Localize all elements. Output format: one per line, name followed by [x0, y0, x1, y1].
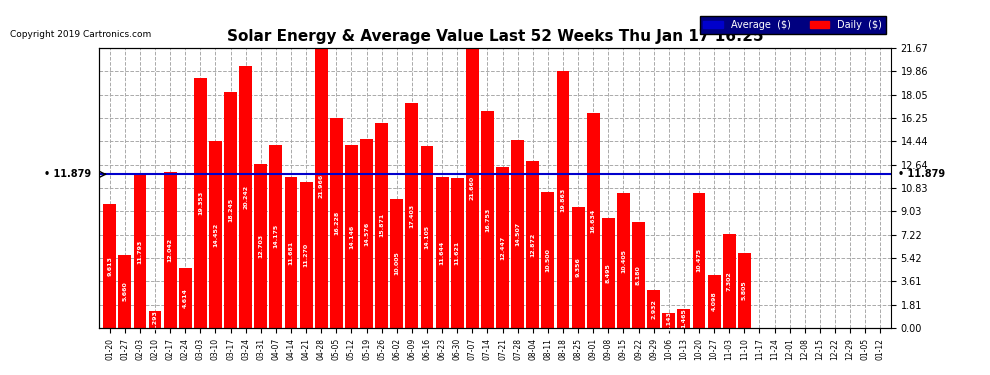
Text: 12.872: 12.872: [531, 232, 536, 257]
Bar: [466, 48, 479, 328]
Bar: [300, 182, 313, 328]
Text: 5.660: 5.660: [123, 282, 128, 301]
Bar: [450, 178, 463, 328]
Text: 4.098: 4.098: [712, 292, 717, 311]
Bar: [390, 199, 403, 328]
Text: 14.105: 14.105: [425, 225, 430, 249]
Bar: [542, 192, 554, 328]
Text: 14.576: 14.576: [364, 222, 369, 246]
Text: 14.507: 14.507: [515, 222, 520, 246]
Text: 5.805: 5.805: [742, 280, 746, 300]
Text: 10.500: 10.500: [545, 248, 550, 272]
Title: Solar Energy & Average Value Last 52 Weeks Thu Jan 17 16:25: Solar Energy & Average Value Last 52 Wee…: [227, 29, 763, 44]
Bar: [662, 313, 675, 328]
Text: 10.475: 10.475: [697, 248, 702, 272]
Bar: [119, 255, 132, 328]
Bar: [481, 111, 494, 328]
Bar: [254, 164, 267, 328]
Text: 19.353: 19.353: [198, 191, 203, 215]
Text: 12.447: 12.447: [500, 236, 505, 260]
Bar: [163, 172, 176, 328]
Bar: [179, 268, 192, 328]
Text: 17.403: 17.403: [410, 203, 415, 228]
Bar: [708, 275, 721, 328]
Text: 21.966: 21.966: [319, 174, 324, 198]
Bar: [587, 113, 600, 328]
Bar: [134, 176, 147, 328]
Text: 18.245: 18.245: [228, 198, 233, 222]
Bar: [103, 204, 116, 328]
Bar: [436, 177, 448, 328]
Bar: [677, 309, 690, 328]
Bar: [571, 207, 584, 328]
Text: 11.644: 11.644: [440, 241, 445, 265]
Bar: [375, 123, 388, 328]
Text: 11.270: 11.270: [304, 243, 309, 267]
Bar: [224, 92, 237, 328]
Bar: [693, 192, 706, 328]
Bar: [406, 103, 419, 328]
Text: 12.703: 12.703: [258, 234, 263, 258]
Bar: [194, 78, 207, 328]
Text: 12.042: 12.042: [167, 238, 172, 262]
Text: 8.180: 8.180: [636, 265, 642, 285]
Bar: [148, 311, 161, 328]
Text: 19.863: 19.863: [560, 188, 565, 211]
Text: 14.452: 14.452: [213, 222, 218, 247]
Text: • 11.879: • 11.879: [45, 170, 92, 179]
Bar: [617, 194, 630, 328]
Bar: [360, 140, 373, 328]
Text: 20.242: 20.242: [244, 185, 248, 209]
Bar: [346, 145, 358, 328]
Text: • 11.879: • 11.879: [898, 170, 945, 179]
Text: 9.356: 9.356: [575, 258, 580, 278]
Text: 16.228: 16.228: [334, 211, 339, 235]
Bar: [269, 145, 282, 328]
Legend: Average  ($), Daily  ($): Average ($), Daily ($): [700, 16, 886, 34]
Text: 14.175: 14.175: [273, 224, 278, 249]
Bar: [209, 141, 222, 328]
Bar: [738, 253, 750, 328]
Text: 16.753: 16.753: [485, 207, 490, 232]
Bar: [284, 177, 297, 328]
Text: 1.465: 1.465: [681, 309, 686, 328]
Bar: [511, 140, 524, 328]
Bar: [602, 218, 615, 328]
Bar: [527, 162, 540, 328]
Text: 2.932: 2.932: [651, 299, 656, 319]
Bar: [315, 44, 328, 328]
Text: 9.613: 9.613: [107, 256, 112, 276]
Text: 10.405: 10.405: [621, 249, 626, 273]
Text: 15.871: 15.871: [379, 213, 384, 237]
Text: 1.143: 1.143: [666, 311, 671, 331]
Bar: [421, 146, 434, 328]
Text: 7.302: 7.302: [727, 271, 732, 291]
Text: 11.681: 11.681: [288, 240, 293, 265]
Text: 8.495: 8.495: [606, 263, 611, 283]
Text: Copyright 2019 Cartronics.com: Copyright 2019 Cartronics.com: [10, 30, 151, 39]
Text: 21.660: 21.660: [470, 176, 475, 200]
Bar: [632, 222, 644, 328]
Bar: [647, 290, 660, 328]
Text: 4.614: 4.614: [183, 288, 188, 308]
Bar: [556, 71, 569, 328]
Text: 11.621: 11.621: [454, 241, 459, 265]
Text: 16.634: 16.634: [591, 208, 596, 232]
Text: 14.146: 14.146: [348, 224, 354, 249]
Bar: [240, 66, 252, 328]
Text: 10.005: 10.005: [394, 251, 399, 275]
Bar: [330, 118, 343, 328]
Bar: [496, 167, 509, 328]
Bar: [723, 234, 736, 328]
Text: 11.793: 11.793: [138, 240, 143, 264]
Text: 1.293: 1.293: [152, 310, 157, 330]
